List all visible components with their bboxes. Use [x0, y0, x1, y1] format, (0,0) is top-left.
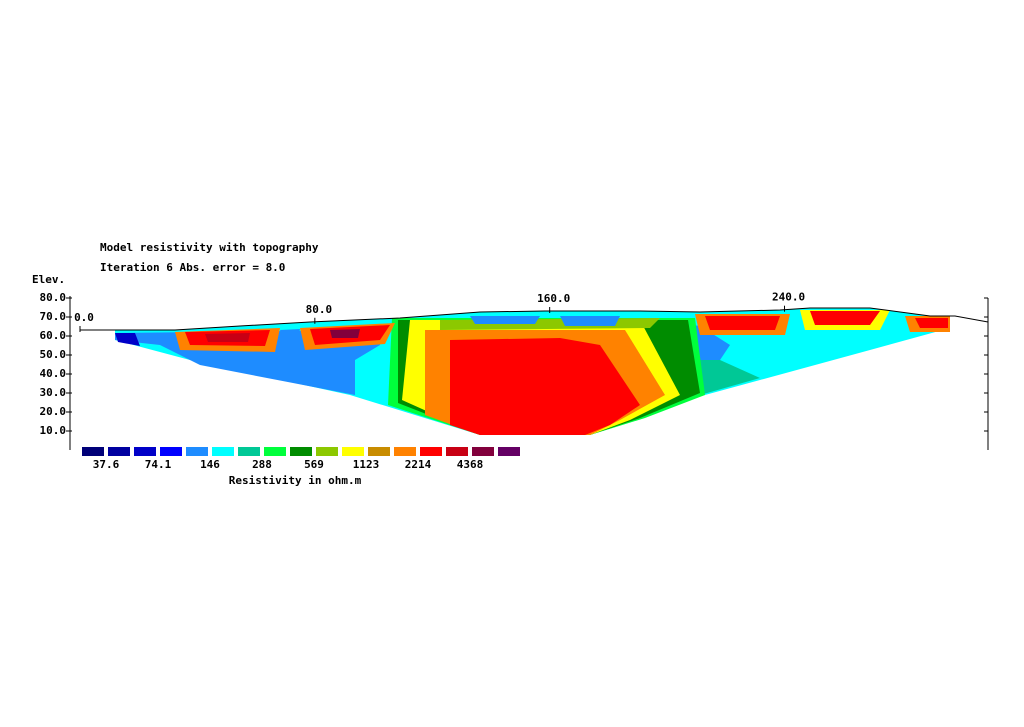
- resistivity-region: [705, 316, 780, 330]
- legend-swatch: [186, 447, 208, 456]
- legend-label: 146: [200, 458, 220, 471]
- legend-swatch: [108, 447, 130, 456]
- x-tick-label: 80.0: [306, 303, 333, 316]
- resistivity-region: [115, 333, 140, 346]
- legend-title: Resistivity in ohm.m: [229, 474, 362, 487]
- legend-swatch: [498, 447, 520, 456]
- legend-swatch: [446, 447, 468, 456]
- legend-label: 74.1: [145, 458, 172, 471]
- resistivity-region: [810, 311, 880, 325]
- resistivity-region: [560, 316, 620, 326]
- resistivity-section: [115, 308, 950, 435]
- x-tick-label: 0.0: [74, 311, 94, 324]
- y-axis-label: Elev.: [32, 273, 65, 286]
- legend-swatch: [368, 447, 390, 456]
- x-tick-label: 160.0: [537, 292, 570, 305]
- topography-line: [80, 307, 989, 331]
- y-tick-label: 20.0: [40, 405, 67, 418]
- legend-swatch: [290, 447, 312, 456]
- legend-swatch: [238, 447, 260, 456]
- legend-swatch: [212, 447, 234, 456]
- legend-label: 4368: [457, 458, 484, 471]
- legend-swatch: [134, 447, 156, 456]
- resistivity-region: [280, 329, 300, 338]
- y-tick-label: 60.0: [40, 329, 67, 342]
- resistivity-region: [330, 329, 360, 338]
- y-tick-label: 70.0: [40, 310, 67, 323]
- legend-swatch: [472, 447, 494, 456]
- legend-swatch: [160, 447, 182, 456]
- y-tick-label: 40.0: [40, 367, 67, 380]
- legend-swatch: [316, 447, 338, 456]
- legend-swatch: [394, 447, 416, 456]
- resistivity-region: [450, 338, 640, 435]
- legend-label: 288: [252, 458, 272, 471]
- resistivity-region: [205, 333, 250, 342]
- legend-swatch: [342, 447, 364, 456]
- chart-title: Model resistivity with topography: [100, 241, 319, 254]
- chart-subtitle: Iteration 6 Abs. error = 8.0: [100, 261, 285, 274]
- legend-label: 1123: [353, 458, 380, 471]
- x-tick-label: 240.0: [772, 291, 805, 304]
- y-tick-label: 10.0: [40, 424, 67, 437]
- y-tick-label: 80.0: [40, 291, 67, 304]
- legend-label: 37.6: [93, 458, 120, 471]
- resistivity-region: [915, 318, 948, 328]
- resistivity-region: [470, 316, 540, 324]
- legend-swatch: [420, 447, 442, 456]
- legend-swatch: [82, 447, 104, 456]
- y-tick-label: 50.0: [40, 348, 67, 361]
- legend-label: 2214: [405, 458, 432, 471]
- y-tick-label: 30.0: [40, 386, 67, 399]
- legend-label: 569: [304, 458, 324, 471]
- legend-swatch: [264, 447, 286, 456]
